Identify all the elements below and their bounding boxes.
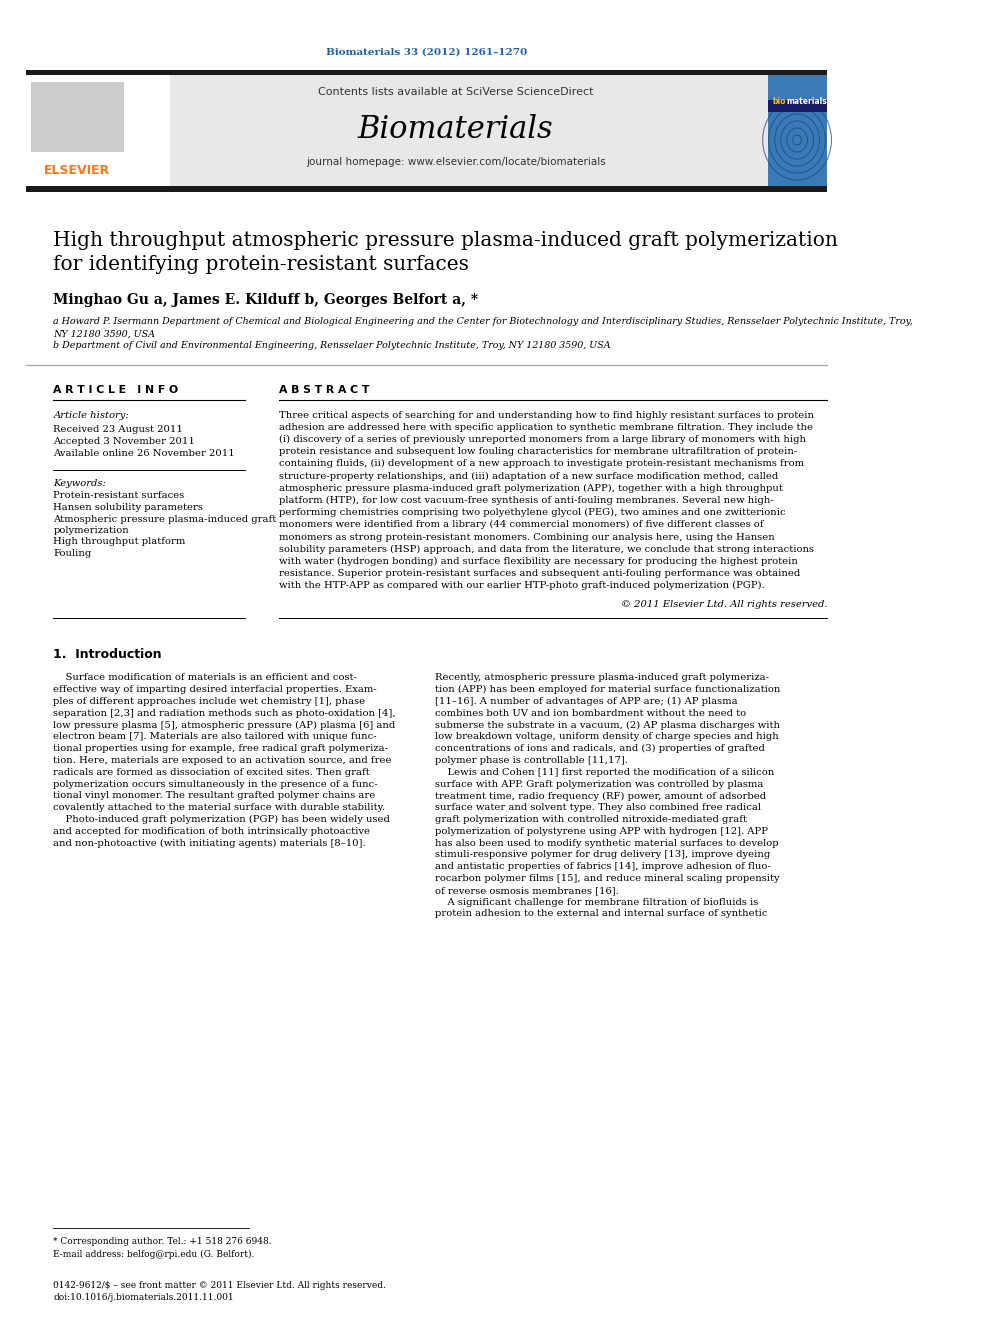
Text: low breakdown voltage, uniform density of charge species and high: low breakdown voltage, uniform density o… <box>435 733 779 741</box>
Text: with the HTP-APP as compared with our earlier HTP-photo graft-induced polymeriza: with the HTP-APP as compared with our ea… <box>280 581 765 590</box>
Text: A significant challenge for membrane filtration of biofluids is: A significant challenge for membrane fil… <box>435 898 758 906</box>
Text: Contents lists available at SciVerse ScienceDirect: Contents lists available at SciVerse Sci… <box>318 87 593 97</box>
Text: polymerization: polymerization <box>54 527 129 534</box>
Text: a Howard P. Isermann Department of Chemical and Biological Engineering and the C: a Howard P. Isermann Department of Chemi… <box>54 318 913 327</box>
Text: structure-property relationships, and (iii) adaptation of a new surface modifica: structure-property relationships, and (i… <box>280 471 779 480</box>
Text: separation [2,3] and radiation methods such as photo-oxidation [4],: separation [2,3] and radiation methods s… <box>54 709 396 718</box>
Text: Available online 26 November 2011: Available online 26 November 2011 <box>54 448 235 458</box>
Bar <box>26 70 827 75</box>
Text: Photo-induced graft polymerization (PGP) has been widely used: Photo-induced graft polymerization (PGP)… <box>54 815 390 824</box>
Text: concentrations of ions and radicals, and (3) properties of grafted: concentrations of ions and radicals, and… <box>435 745 765 753</box>
Text: monomers were identified from a library (44 commercial monomers) of five differe: monomers were identified from a library … <box>280 520 764 529</box>
Text: b Department of Civil and Environmental Engineering, Rensselaer Polytechnic Inst: b Department of Civil and Environmental … <box>54 341 611 351</box>
Text: [11–16]. A number of advantages of APP are; (1) AP plasma: [11–16]. A number of advantages of APP a… <box>435 697 738 706</box>
Text: low pressure plasma [5], atmospheric pressure (AP) plasma [6] and: low pressure plasma [5], atmospheric pre… <box>54 721 396 730</box>
Text: solubility parameters (HSP) approach, and data from the literature, we conclude : solubility parameters (HSP) approach, an… <box>280 545 814 554</box>
Text: A R T I C L E   I N F O: A R T I C L E I N F O <box>54 385 179 396</box>
Text: tional properties using for example, free radical graft polymeriza-: tional properties using for example, fre… <box>54 745 388 753</box>
Text: resistance. Superior protein-resistant surfaces and subsequent anti-fouling perf: resistance. Superior protein-resistant s… <box>280 569 801 578</box>
Text: Lewis and Cohen [11] first reported the modification of a silicon: Lewis and Cohen [11] first reported the … <box>435 767 775 777</box>
Text: Received 23 August 2011: Received 23 August 2011 <box>54 425 184 434</box>
Text: Biomaterials 33 (2012) 1261–1270: Biomaterials 33 (2012) 1261–1270 <box>326 48 527 57</box>
Text: stimuli-responsive polymer for drug delivery [13], improve dyeing: stimuli-responsive polymer for drug deli… <box>435 851 771 860</box>
Text: electron beam [7]. Materials are also tailored with unique func-: electron beam [7]. Materials are also ta… <box>54 733 377 741</box>
Text: Recently, atmospheric pressure plasma-induced graft polymeriza-: Recently, atmospheric pressure plasma-in… <box>435 673 769 683</box>
Text: Accepted 3 November 2011: Accepted 3 November 2011 <box>54 437 195 446</box>
Text: and non-photoactive (with initiating agents) materials [8–10].: and non-photoactive (with initiating age… <box>54 839 366 848</box>
Bar <box>768 101 827 112</box>
Text: Keywords:: Keywords: <box>54 479 106 488</box>
Text: journal homepage: www.elsevier.com/locate/biomaterials: journal homepage: www.elsevier.com/locat… <box>306 157 605 167</box>
Text: Hansen solubility parameters: Hansen solubility parameters <box>54 503 203 512</box>
Text: High throughput platform: High throughput platform <box>54 537 186 546</box>
Text: © 2011 Elsevier Ltd. All rights reserved.: © 2011 Elsevier Ltd. All rights reserved… <box>621 599 827 609</box>
Text: surface with APP. Graft polymerization was controlled by plasma: surface with APP. Graft polymerization w… <box>435 779 764 789</box>
Text: ples of different approaches include wet chemistry [1], phase: ples of different approaches include wet… <box>54 697 365 706</box>
Text: and antistatic properties of fabrics [14], improve adhesion of fluo-: and antistatic properties of fabrics [14… <box>435 863 771 872</box>
Text: ELSEVIER: ELSEVIER <box>45 164 110 176</box>
Text: of reverse osmosis membranes [16].: of reverse osmosis membranes [16]. <box>435 886 619 894</box>
Text: surface water and solvent type. They also combined free radical: surface water and solvent type. They als… <box>435 803 761 812</box>
Text: E-mail address: belfog@rpi.edu (G. Belfort).: E-mail address: belfog@rpi.edu (G. Belfo… <box>54 1249 255 1258</box>
Text: NY 12180 3590, USA: NY 12180 3590, USA <box>54 329 156 339</box>
Text: protein resistance and subsequent low fouling characteristics for membrane ultra: protein resistance and subsequent low fo… <box>280 447 798 456</box>
Text: effective way of imparting desired interfacial properties. Exam-: effective way of imparting desired inter… <box>54 685 377 695</box>
Text: containing fluids, (ii) development of a new approach to investigate protein-res: containing fluids, (ii) development of a… <box>280 459 805 468</box>
Text: has also been used to modify synthetic material surfaces to develop: has also been used to modify synthetic m… <box>435 839 779 848</box>
Text: A B S T R A C T: A B S T R A C T <box>280 385 370 396</box>
Text: monomers as strong protein-resistant monomers. Combining our analysis here, usin: monomers as strong protein-resistant mon… <box>280 532 775 541</box>
Text: radicals are formed as dissociation of excited sites. Then graft: radicals are formed as dissociation of e… <box>54 767 370 777</box>
Text: adhesion are addressed here with specific application to synthetic membrane filt: adhesion are addressed here with specifi… <box>280 423 813 431</box>
Text: for identifying protein-resistant surfaces: for identifying protein-resistant surfac… <box>54 254 469 274</box>
Text: 1.  Introduction: 1. Introduction <box>54 648 162 662</box>
Text: protein adhesion to the external and internal surface of synthetic: protein adhesion to the external and int… <box>435 909 768 918</box>
Text: tion. Here, materials are exposed to an activation source, and free: tion. Here, materials are exposed to an … <box>54 757 392 765</box>
Text: atmospheric pressure plasma-induced graft polymerization (APP), together with a : atmospheric pressure plasma-induced graf… <box>280 484 784 492</box>
Text: (i) discovery of a series of previously unreported monomers from a large library: (i) discovery of a series of previously … <box>280 435 806 445</box>
Text: submerse the substrate in a vacuum, (2) AP plasma discharges with: submerse the substrate in a vacuum, (2) … <box>435 721 780 730</box>
Text: Fouling: Fouling <box>54 549 91 558</box>
Text: Atmospheric pressure plasma-induced graft: Atmospheric pressure plasma-induced graf… <box>54 515 277 524</box>
Bar <box>31 82 124 152</box>
Bar <box>26 75 827 188</box>
Text: Biomaterials: Biomaterials <box>358 115 554 146</box>
Text: Protein-resistant surfaces: Protein-resistant surfaces <box>54 492 185 500</box>
Text: Article history:: Article history: <box>54 411 129 421</box>
Text: tional vinyl monomer. The resultant grafted polymer chains are: tional vinyl monomer. The resultant graf… <box>54 791 376 800</box>
Text: covalently attached to the material surface with durable stability.: covalently attached to the material surf… <box>54 803 385 812</box>
Text: rocarbon polymer films [15], and reduce mineral scaling propensity: rocarbon polymer films [15], and reduce … <box>435 875 780 882</box>
Text: doi:10.1016/j.biomaterials.2011.11.001: doi:10.1016/j.biomaterials.2011.11.001 <box>54 1294 234 1303</box>
Text: polymerization of polystyrene using APP with hydrogen [12]. APP: polymerization of polystyrene using APP … <box>435 827 768 836</box>
Text: Surface modification of materials is an efficient and cost-: Surface modification of materials is an … <box>54 673 357 683</box>
Bar <box>26 75 171 188</box>
Text: High throughput atmospheric pressure plasma-induced graft polymerization: High throughput atmospheric pressure pla… <box>54 230 838 250</box>
Text: 0142-9612/$ – see front matter © 2011 Elsevier Ltd. All rights reserved.: 0142-9612/$ – see front matter © 2011 El… <box>54 1281 386 1290</box>
Text: and accepted for modification of both intrinsically photoactive: and accepted for modification of both in… <box>54 827 370 836</box>
Text: bio: bio <box>772 97 786 106</box>
Text: tion (APP) has been employed for material surface functionalization: tion (APP) has been employed for materia… <box>435 685 781 695</box>
Text: with water (hydrogen bonding) and surface flexibility are necessary for producin: with water (hydrogen bonding) and surfac… <box>280 557 799 566</box>
Text: polymer phase is controllable [11,17].: polymer phase is controllable [11,17]. <box>435 757 628 765</box>
Text: treatment time, radio frequency (RF) power, amount of adsorbed: treatment time, radio frequency (RF) pow… <box>435 791 766 800</box>
Text: Minghao Gu a, James E. Kilduff b, Georges Belfort a, *: Minghao Gu a, James E. Kilduff b, George… <box>54 292 478 307</box>
Text: performing chemistries comprising two polyethylene glycol (PEG), two amines and : performing chemistries comprising two po… <box>280 508 786 517</box>
Text: platform (HTP), for low cost vacuum-free synthesis of anti-fouling membranes. Se: platform (HTP), for low cost vacuum-free… <box>280 496 774 505</box>
Bar <box>26 187 827 192</box>
Text: materials: materials <box>787 97 827 106</box>
Text: combines both UV and ion bombardment without the need to: combines both UV and ion bombardment wit… <box>435 709 746 718</box>
Bar <box>768 75 827 188</box>
Text: polymerization occurs simultaneously in the presence of a func-: polymerization occurs simultaneously in … <box>54 779 378 789</box>
Text: * Corresponding author. Tel.: +1 518 276 6948.: * Corresponding author. Tel.: +1 518 276… <box>54 1237 272 1246</box>
Text: Three critical aspects of searching for and understanding how to find highly res: Three critical aspects of searching for … <box>280 410 814 419</box>
Text: graft polymerization with controlled nitroxide-mediated graft: graft polymerization with controlled nit… <box>435 815 747 824</box>
